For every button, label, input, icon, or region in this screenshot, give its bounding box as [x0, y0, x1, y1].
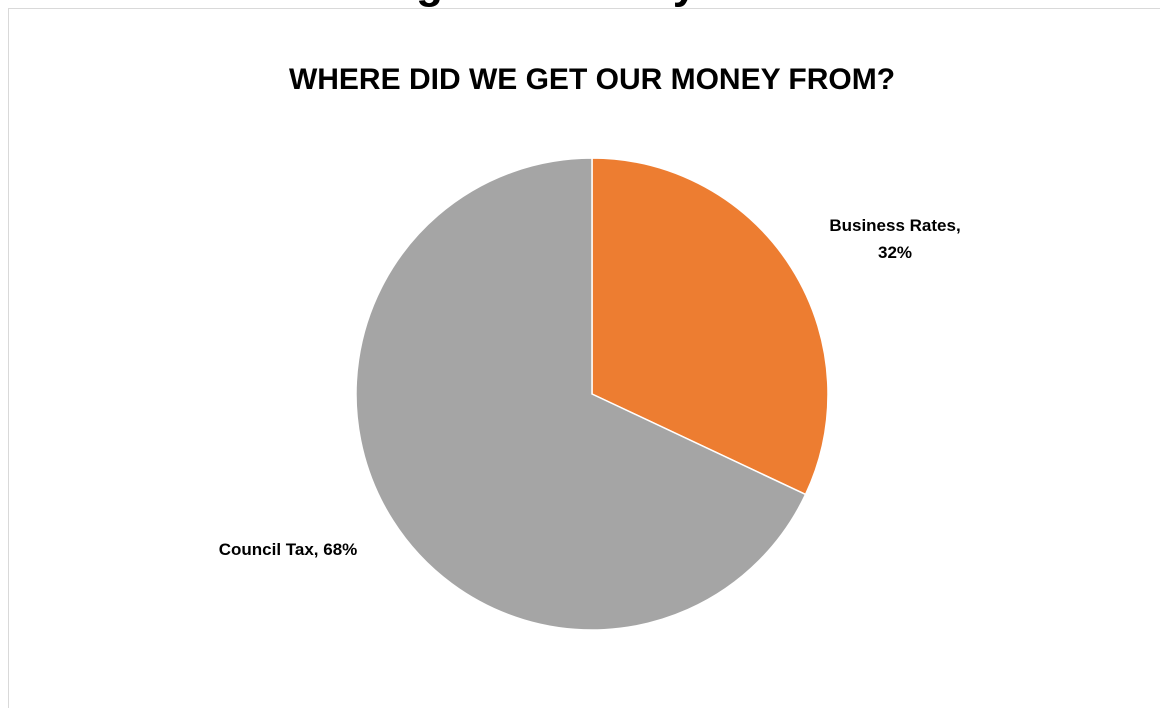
data-label-council-tax: Council Tax, 68%	[219, 540, 358, 559]
page-heading: Funding for Our Key Services	[0, 0, 1160, 8]
data-labels: Business Rates, 32% Council Tax, 68%	[219, 216, 961, 559]
pie-slice-council-tax	[355, 157, 807, 631]
chart-area: WHERE DID WE GET OUR MONEY FROM? Busines…	[8, 8, 1160, 708]
data-label-business-rates: Business Rates, 32%	[829, 216, 960, 262]
pie-slice-business-rates	[591, 157, 829, 496]
chart-title: WHERE DID WE GET OUR MONEY FROM?	[289, 63, 895, 96]
pie-slices	[355, 157, 829, 631]
pie-chart: WHERE DID WE GET OUR MONEY FROM? Busines…	[219, 63, 961, 631]
